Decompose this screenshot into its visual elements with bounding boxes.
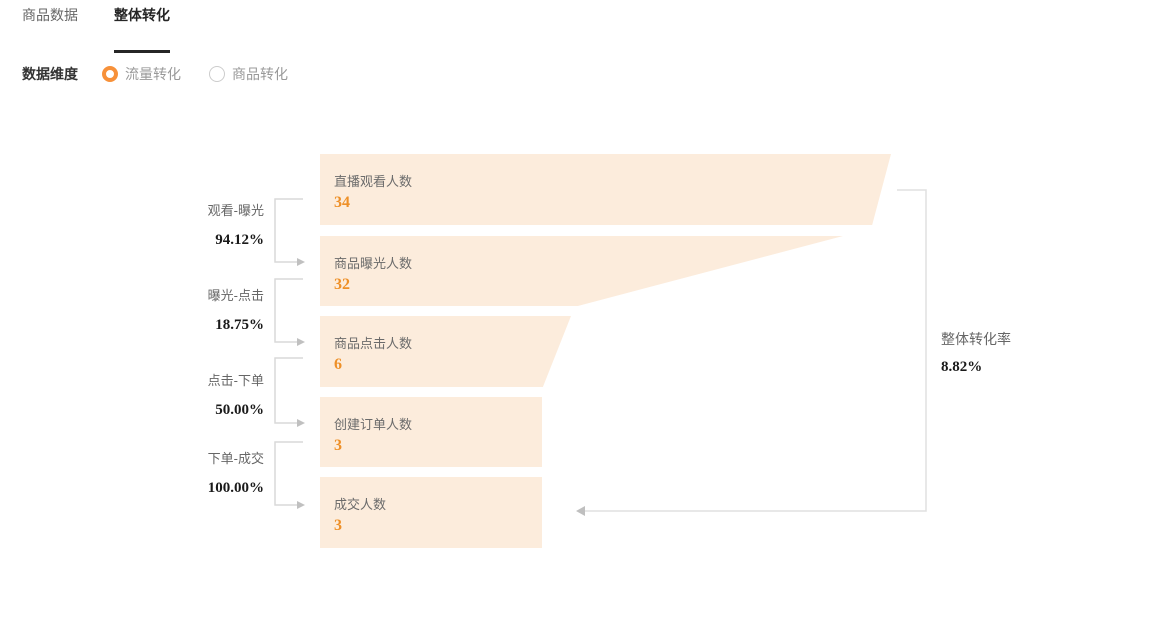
data-dimension-row: 数据维度 流量转化 商品转化 bbox=[22, 64, 316, 84]
funnel-stage-label: 商品曝光人数 bbox=[334, 256, 413, 271]
conversion-rate: 94.12% bbox=[215, 232, 264, 248]
funnel-stage-label: 成交人数 bbox=[334, 497, 387, 512]
conversion-click-order: 点击-下单 50.00% bbox=[120, 372, 264, 419]
tab-product-data[interactable]: 商品数据 bbox=[22, 7, 78, 23]
conversion-rate: 100.00% bbox=[207, 480, 264, 496]
radio-product-conversion-label: 商品转化 bbox=[232, 66, 288, 82]
arrow-right-icon bbox=[297, 419, 305, 427]
funnel-stage-product-clicks: 商品点击人数 6 bbox=[320, 316, 571, 387]
radio-traffic-conversion[interactable]: 流量转化 bbox=[102, 64, 181, 84]
conversion-bracket-3 bbox=[274, 357, 303, 424]
funnel-stage-value: 34 bbox=[334, 194, 350, 211]
radio-unselected-icon bbox=[209, 66, 225, 82]
conversion-bracket-2 bbox=[274, 278, 303, 343]
conversion-rate: 18.75% bbox=[215, 317, 264, 333]
conversion-exposure-click: 曝光-点击 18.75% bbox=[120, 287, 264, 334]
overall-conversion-label: 整体转化率 bbox=[941, 331, 1011, 347]
overall-conversion-rate: 整体转化率 8.82% bbox=[941, 330, 1011, 376]
funnel-stage-deals-closed: 成交人数 3 bbox=[320, 477, 542, 548]
tab-overall-conversion-label: 整体转化 bbox=[114, 7, 170, 23]
funnel-stage-value: 3 bbox=[334, 517, 342, 534]
funnel-stage-label: 直播观看人数 bbox=[334, 174, 413, 189]
active-tab-underline bbox=[114, 50, 170, 53]
funnel-stage-label: 创建订单人数 bbox=[334, 417, 413, 432]
arrow-right-icon bbox=[297, 338, 305, 346]
conversion-bracket-4 bbox=[274, 441, 303, 506]
arrow-right-icon bbox=[297, 258, 305, 266]
funnel-stage-value: 3 bbox=[334, 437, 342, 454]
conversion-bracket-1 bbox=[274, 198, 303, 263]
conversion-rate: 50.00% bbox=[215, 402, 264, 418]
radio-product-conversion[interactable]: 商品转化 bbox=[209, 64, 288, 84]
radio-traffic-conversion-label: 流量转化 bbox=[125, 66, 181, 82]
overall-conversion-value: 8.82% bbox=[941, 359, 983, 375]
conversion-label: 下单-成交 bbox=[207, 451, 264, 466]
tab-overall-conversion[interactable]: 整体转化 bbox=[114, 5, 170, 53]
top-tabs: 商品数据 整体转化 bbox=[22, 5, 170, 53]
conversion-label: 观看-曝光 bbox=[207, 203, 264, 218]
funnel-stage-product-exposure: 商品曝光人数 32 bbox=[320, 236, 843, 306]
conversion-order-deal: 下单-成交 100.00% bbox=[120, 450, 264, 497]
data-dimension-label: 数据维度 bbox=[22, 66, 78, 82]
funnel-stage-orders-created: 创建订单人数 3 bbox=[320, 397, 542, 467]
conversion-label: 点击-下单 bbox=[207, 373, 264, 388]
arrow-left-icon bbox=[576, 506, 585, 516]
funnel-stage-value: 32 bbox=[334, 276, 350, 293]
radio-selected-icon bbox=[102, 66, 118, 82]
funnel-stage-live-viewers: 直播观看人数 34 bbox=[320, 154, 891, 225]
funnel-stage-label: 商品点击人数 bbox=[334, 336, 413, 351]
arrow-right-icon bbox=[297, 501, 305, 509]
conversion-label: 曝光-点击 bbox=[207, 288, 264, 303]
conversion-watch-exposure: 观看-曝光 94.12% bbox=[120, 202, 264, 249]
funnel-stage-value: 6 bbox=[334, 356, 342, 373]
